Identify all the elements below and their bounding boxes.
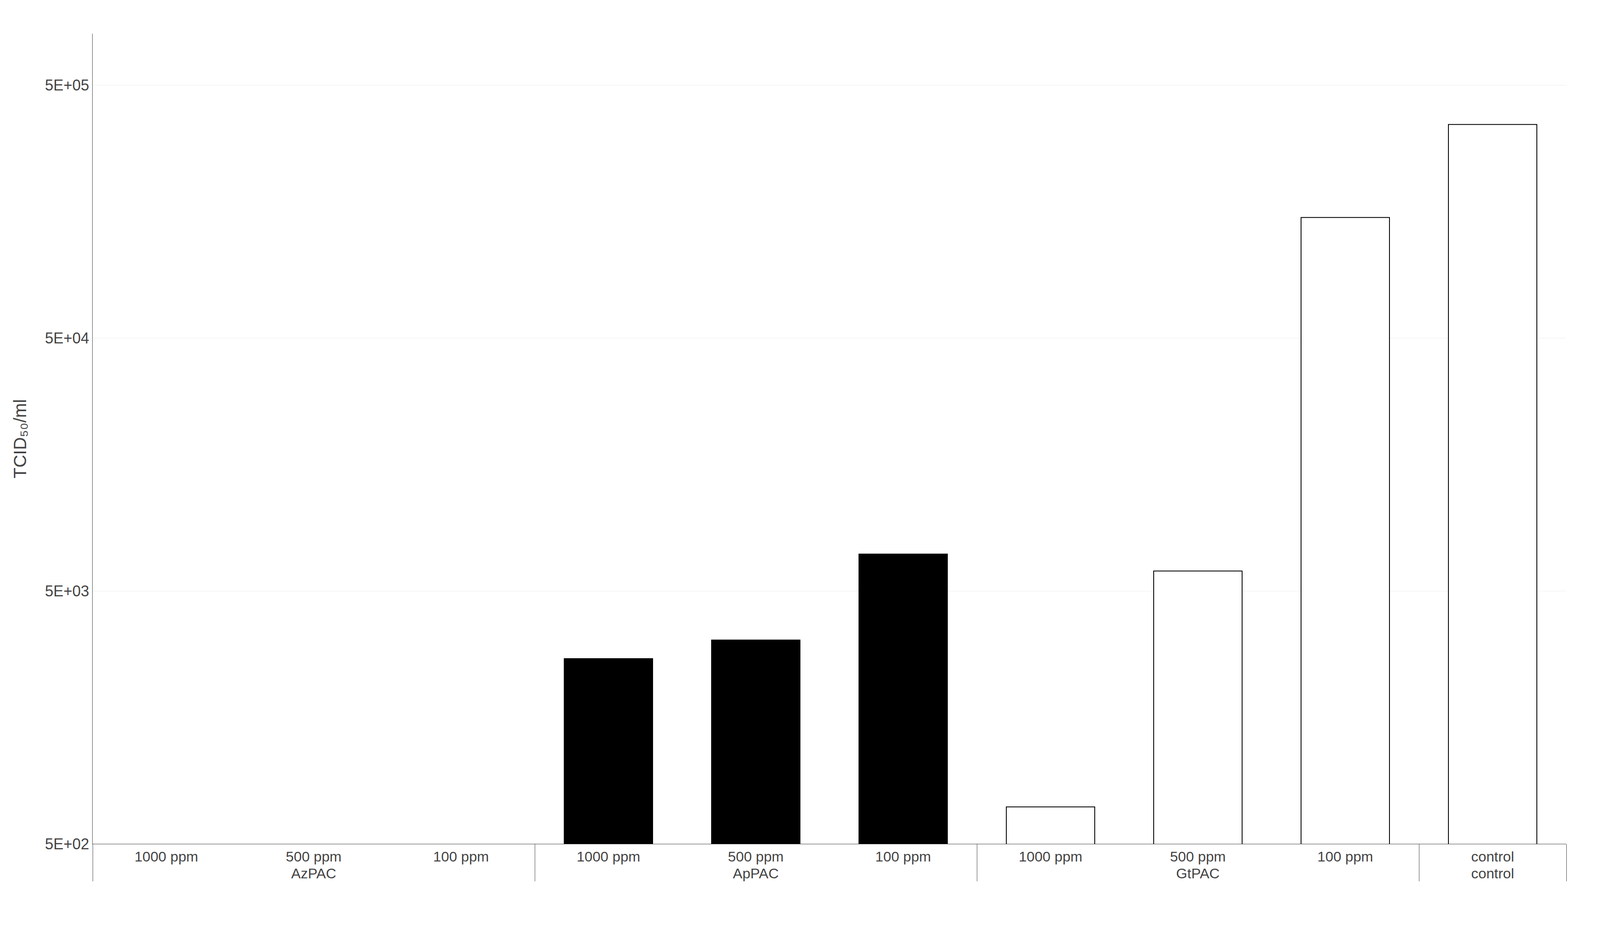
svg-text:5E+04: 5E+04: [45, 329, 90, 347]
svg-text:ApPAC: ApPAC: [733, 865, 779, 882]
svg-text:control: control: [1471, 865, 1515, 882]
svg-text:AzPAC: AzPAC: [290, 865, 336, 882]
svg-text:1000 ppm: 1000 ppm: [134, 848, 198, 865]
svg-text:5E+03: 5E+03: [45, 582, 90, 600]
svg-text:500 ppm: 500 ppm: [728, 848, 784, 865]
svg-text:1000 ppm: 1000 ppm: [1018, 848, 1083, 865]
svg-text:500 ppm: 500 ppm: [285, 848, 342, 865]
svg-text:500 ppm: 500 ppm: [1170, 848, 1226, 865]
svg-text:control: control: [1471, 848, 1515, 865]
svg-text:1000 ppm: 1000 ppm: [576, 848, 640, 865]
svg-text:TCID₅₀/ml: TCID₅₀/ml: [10, 399, 30, 479]
svg-text:100 ppm: 100 ppm: [1317, 848, 1374, 865]
svg-text:100 ppm: 100 ppm: [875, 848, 931, 865]
svg-text:GtPAC: GtPAC: [1176, 865, 1220, 882]
svg-text:5E+05: 5E+05: [45, 76, 90, 94]
svg-text:5E+02: 5E+02: [45, 835, 90, 854]
svg-text:100 ppm: 100 ppm: [433, 848, 489, 865]
